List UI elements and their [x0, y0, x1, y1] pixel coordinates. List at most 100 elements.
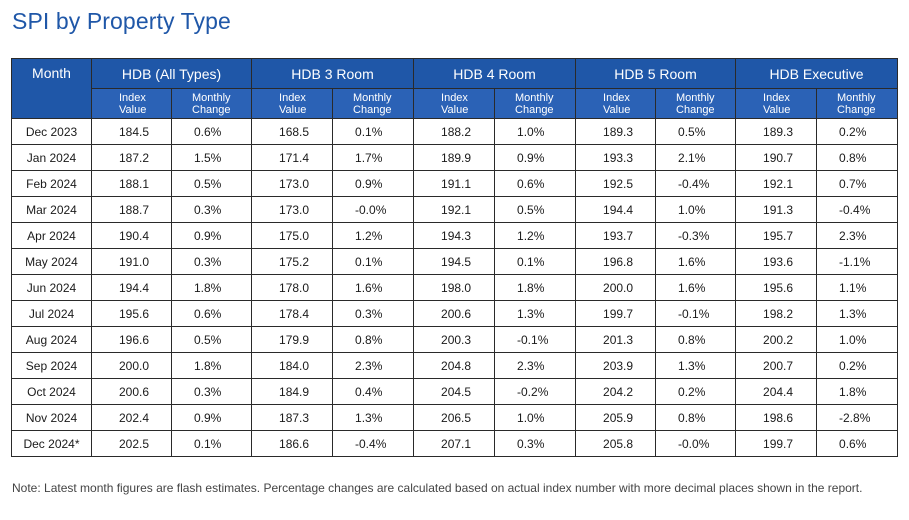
monthly-change-cell: -0.0%	[655, 430, 737, 457]
index-value-header: Index Value	[575, 88, 657, 119]
monthly-change-cell: 1.8%	[170, 352, 253, 379]
monthly-change-cell: -0.1%	[494, 326, 577, 353]
month-cell: Mar 2024	[11, 196, 92, 223]
monthly-change-cell: 1.0%	[655, 196, 737, 223]
monthly-change-cell: 0.6%	[494, 170, 577, 197]
monthly-change-cell: 2.3%	[816, 222, 899, 249]
monthly-change-cell: -0.3%	[655, 222, 737, 249]
monthly-change-cell: 1.3%	[332, 404, 415, 431]
table-row: Jul 2024 195.6 0.6% 178.4 0.3% 200.6 1.3% 199.7…	[11, 300, 899, 327]
index-value-cell: 178.4	[251, 300, 334, 327]
monthly-change-cell: 2.3%	[332, 352, 415, 379]
table-row: May 2024 191.0 0.3% 175.2 0.1% 194.5 0.1% 196.8…	[11, 248, 899, 275]
index-value-cell: 200.2	[735, 326, 818, 353]
monthly-change-cell: 1.0%	[816, 326, 899, 353]
month-cell: May 2024	[11, 248, 92, 275]
monthly-change-cell: 0.3%	[170, 378, 253, 405]
monthly-change-cell: 0.8%	[332, 326, 415, 353]
monthly-change-cell: 1.6%	[655, 248, 737, 275]
monthly-change-header: Monthly Change	[494, 88, 577, 119]
index-value-cell: 191.1	[413, 170, 496, 197]
month-cell: Jan 2024	[11, 144, 92, 171]
monthly-change-cell: -2.8%	[816, 404, 899, 431]
monthly-change-header: Monthly Change	[170, 88, 253, 119]
monthly-change-cell: 1.3%	[494, 300, 577, 327]
monthly-change-cell: -1.1%	[816, 248, 899, 275]
monthly-change-cell: 0.8%	[816, 144, 899, 171]
table-row: Nov 2024 202.4 0.9% 187.3 1.3% 206.5 1.0% 205.9…	[11, 404, 899, 431]
table-row: Jan 2024 187.2 1.5% 171.4 1.7% 189.9 0.9% 193.3…	[11, 144, 899, 171]
monthly-change-cell: -0.4%	[332, 430, 415, 457]
index-value-cell: 193.6	[735, 248, 818, 275]
index-value-cell: 193.3	[575, 144, 657, 171]
index-value-cell: 195.7	[735, 222, 818, 249]
month-cell: Apr 2024	[11, 222, 92, 249]
monthly-change-cell: 1.2%	[332, 222, 415, 249]
index-value-cell: 194.5	[413, 248, 496, 275]
index-value-cell: 175.0	[251, 222, 334, 249]
index-value-cell: 200.0	[575, 274, 657, 301]
index-value-cell: 189.3	[735, 118, 818, 145]
monthly-change-cell: -0.1%	[655, 300, 737, 327]
index-value-cell: 205.8	[575, 430, 657, 457]
group-header-4-room: HDB 4 Room	[413, 58, 577, 89]
table-row: Sep 2024 200.0 1.8% 184.0 2.3% 204.8 2.3% 203.9…	[11, 352, 899, 379]
monthly-change-header: Monthly Change	[332, 88, 415, 119]
month-cell: Jul 2024	[11, 300, 92, 327]
footnote: Note: Latest month figures are flash est…	[12, 481, 863, 495]
month-cell: Feb 2024	[11, 170, 92, 197]
group-header-executive: HDB Executive	[735, 58, 899, 89]
index-value-cell: 204.8	[413, 352, 496, 379]
monthly-change-header: Monthly Change	[655, 88, 737, 119]
index-value-cell: 202.4	[91, 404, 172, 431]
monthly-change-cell: 0.2%	[816, 352, 899, 379]
month-header: Month	[11, 58, 92, 119]
month-cell: Dec 2023	[11, 118, 92, 145]
month-cell: Nov 2024	[11, 404, 92, 431]
index-value-cell: 198.2	[735, 300, 818, 327]
index-value-cell: 184.9	[251, 378, 334, 405]
index-value-cell: 192.5	[575, 170, 657, 197]
group-header-row: Month HDB (All Types) HDB 3 Room HDB 4 R…	[11, 58, 899, 119]
index-value-cell: 194.4	[575, 196, 657, 223]
monthly-change-cell: 1.8%	[494, 274, 577, 301]
monthly-change-cell: 0.1%	[494, 248, 577, 275]
table-row: Mar 2024 188.7 0.3% 173.0 -0.0% 192.1 0.5% 194.…	[11, 196, 899, 223]
index-value-cell: 206.5	[413, 404, 496, 431]
table-row: Aug 2024 196.6 0.5% 179.9 0.8% 200.3 -0.1% 201.…	[11, 326, 899, 353]
index-value-cell: 178.0	[251, 274, 334, 301]
group-header-3-room: HDB 3 Room	[251, 58, 415, 89]
index-value-cell: 198.6	[735, 404, 818, 431]
index-value-cell: 194.4	[91, 274, 172, 301]
index-value-cell: 204.4	[735, 378, 818, 405]
group-header-5-room: HDB 5 Room	[575, 58, 737, 89]
index-value-cell: 188.1	[91, 170, 172, 197]
monthly-change-cell: 1.3%	[655, 352, 737, 379]
index-value-cell: 202.5	[91, 430, 172, 457]
monthly-change-cell: -0.4%	[816, 196, 899, 223]
monthly-change-cell: 0.5%	[494, 196, 577, 223]
index-value-cell: 200.3	[413, 326, 496, 353]
table-body: Dec 2023 184.5 0.6% 168.5 0.1% 188.2 1.0% 189.3…	[11, 118, 899, 457]
index-value-header: Index Value	[251, 88, 334, 119]
index-value-cell: 190.4	[91, 222, 172, 249]
monthly-change-header: Monthly Change	[816, 88, 899, 119]
index-value-cell: 191.0	[91, 248, 172, 275]
index-value-cell: 189.3	[575, 118, 657, 145]
index-value-cell: 194.3	[413, 222, 496, 249]
monthly-change-cell: 0.7%	[816, 170, 899, 197]
index-value-cell: 192.1	[413, 196, 496, 223]
monthly-change-cell: 0.8%	[655, 404, 737, 431]
monthly-change-cell: 1.2%	[494, 222, 577, 249]
monthly-change-cell: 0.5%	[170, 170, 253, 197]
monthly-change-cell: 0.9%	[170, 222, 253, 249]
monthly-change-cell: 1.6%	[655, 274, 737, 301]
index-value-cell: 199.7	[735, 430, 818, 457]
index-value-cell: 179.9	[251, 326, 334, 353]
monthly-change-cell: 0.2%	[655, 378, 737, 405]
index-value-cell: 196.8	[575, 248, 657, 275]
monthly-change-cell: 0.3%	[494, 430, 577, 457]
monthly-change-cell: 0.3%	[170, 196, 253, 223]
monthly-change-cell: 0.5%	[170, 326, 253, 353]
index-value-header: Index Value	[91, 88, 172, 119]
